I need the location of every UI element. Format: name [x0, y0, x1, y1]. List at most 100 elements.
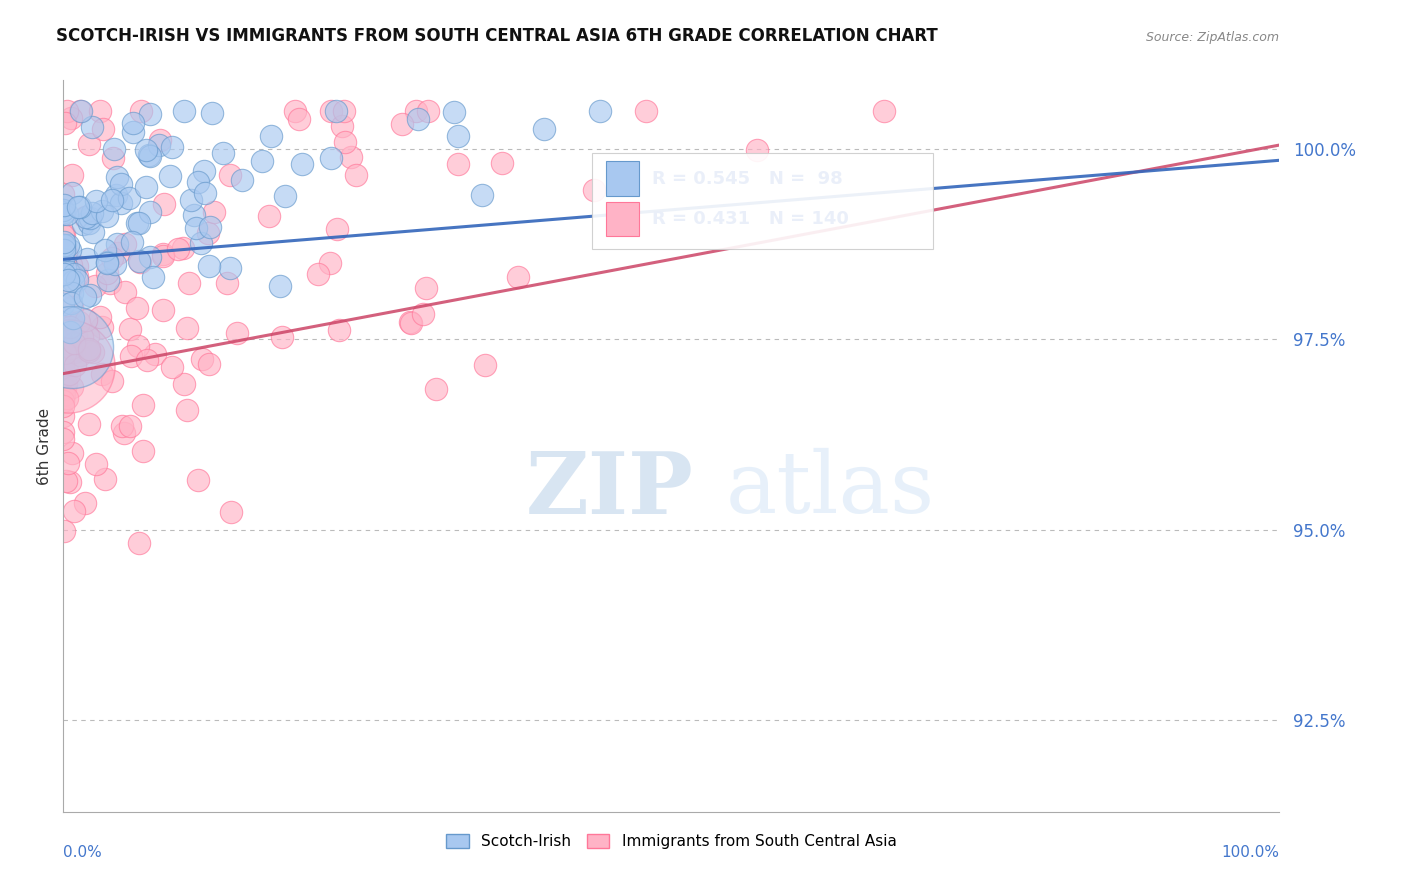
Point — [100, 276, 122, 290]
Point — [52, 243, 75, 257]
Point — [582, 183, 605, 197]
Point — [129, 254, 152, 268]
Point — [60, 340, 83, 354]
Text: Source: ZipAtlas.com: Source: ZipAtlas.com — [1146, 30, 1279, 44]
Point — [399, 315, 422, 329]
Point — [745, 144, 768, 158]
Point — [101, 374, 124, 388]
Point — [132, 398, 155, 412]
Point — [80, 120, 103, 135]
Point — [79, 211, 101, 225]
Point — [474, 358, 496, 372]
Point — [212, 146, 235, 161]
Point — [132, 444, 155, 458]
Point — [69, 200, 91, 214]
Point — [139, 250, 162, 264]
Point — [52, 409, 75, 424]
Point — [533, 122, 555, 136]
Point — [180, 194, 202, 208]
Point — [125, 301, 148, 315]
Point — [77, 342, 100, 356]
Point — [346, 169, 368, 183]
Point — [75, 312, 97, 326]
Point — [55, 376, 77, 391]
Point — [75, 210, 97, 224]
Point — [135, 179, 157, 194]
Point — [52, 425, 75, 440]
Point — [96, 256, 118, 270]
Point — [194, 186, 217, 201]
Point — [59, 475, 82, 489]
Point — [89, 103, 111, 118]
Point — [52, 207, 75, 221]
Point — [55, 474, 77, 488]
Text: ZIP: ZIP — [526, 448, 693, 532]
Point — [112, 426, 135, 441]
Point — [330, 119, 353, 133]
Point — [122, 125, 145, 139]
Point — [250, 153, 273, 168]
Point — [200, 220, 222, 235]
Point — [405, 103, 427, 118]
Point — [202, 205, 225, 219]
Point — [172, 241, 194, 255]
Point — [506, 269, 529, 284]
Point — [120, 322, 142, 336]
FancyBboxPatch shape — [592, 153, 932, 249]
Point — [160, 359, 183, 374]
Point — [58, 367, 80, 381]
Point — [56, 238, 79, 252]
Point — [53, 198, 76, 212]
Point — [66, 259, 89, 273]
Point — [186, 220, 208, 235]
Point — [56, 273, 79, 287]
Point — [197, 226, 219, 240]
Point — [52, 202, 75, 217]
Point — [191, 351, 214, 366]
Point — [177, 276, 200, 290]
Point — [72, 217, 94, 231]
Point — [269, 278, 291, 293]
Point — [58, 266, 80, 280]
Point — [135, 143, 157, 157]
Point — [52, 235, 75, 249]
Point — [107, 245, 129, 260]
Point — [215, 276, 238, 290]
Point — [52, 227, 75, 241]
Point — [59, 279, 82, 293]
Point — [291, 157, 314, 171]
Point — [91, 122, 114, 136]
Point — [120, 349, 142, 363]
Point — [173, 103, 195, 118]
Point — [340, 150, 363, 164]
Point — [53, 345, 76, 359]
Point — [139, 106, 162, 120]
Point — [173, 376, 195, 391]
Point — [219, 261, 242, 276]
Point — [62, 168, 84, 182]
Point — [160, 140, 183, 154]
Point — [152, 247, 174, 261]
Point — [58, 325, 80, 339]
Point — [94, 472, 117, 486]
Point — [53, 116, 76, 130]
Point — [143, 347, 166, 361]
Point — [82, 344, 104, 359]
Point — [62, 274, 84, 288]
Point — [65, 329, 87, 343]
Point — [76, 252, 98, 266]
Point — [447, 157, 470, 171]
Point — [60, 446, 83, 460]
Point — [103, 142, 125, 156]
Point — [125, 216, 148, 230]
Point — [118, 191, 141, 205]
Point — [52, 399, 75, 413]
Point — [84, 194, 107, 208]
Point — [63, 335, 86, 350]
Point — [274, 189, 297, 203]
Point — [287, 112, 309, 127]
Point — [260, 129, 283, 144]
Point — [166, 243, 188, 257]
Point — [62, 311, 84, 326]
Point — [100, 194, 122, 208]
